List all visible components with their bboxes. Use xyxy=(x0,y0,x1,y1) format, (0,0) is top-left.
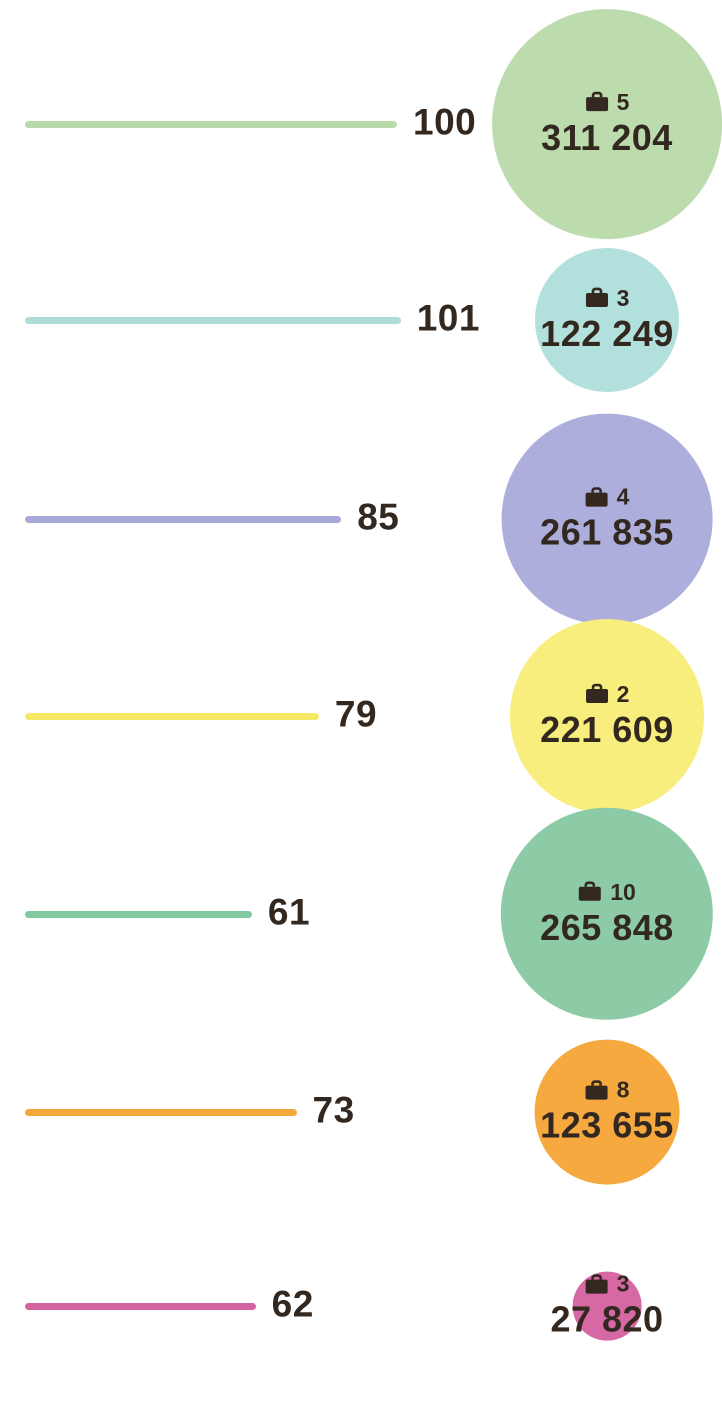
bubble-count: 4 xyxy=(616,483,630,510)
bubble-count: 2 xyxy=(616,680,630,707)
bar-value-label: 79 xyxy=(334,693,378,735)
bubble: 8 123 655 xyxy=(534,1039,680,1185)
bubble-count-row: 3 xyxy=(585,284,630,311)
bar-value-label: 61 xyxy=(267,891,311,933)
bubble-value: 261 835 xyxy=(540,511,674,553)
bar-value-label: 101 xyxy=(416,297,480,339)
bubble-value: 123 655 xyxy=(540,1104,674,1146)
bubble: 2 221 609 xyxy=(510,619,704,813)
bubble: 3 27 820 xyxy=(550,1270,663,1341)
bar xyxy=(25,120,397,128)
bubble-value: 311 204 xyxy=(541,116,673,158)
briefcase-icon xyxy=(585,486,608,507)
bubble-count-row: 3 xyxy=(585,1270,630,1297)
bar xyxy=(25,515,342,523)
bubble-count: 3 xyxy=(616,1270,630,1297)
bar xyxy=(25,910,252,918)
bubble-value: 221 609 xyxy=(540,708,674,750)
bar xyxy=(25,1302,256,1310)
briefcase-icon xyxy=(579,881,602,902)
bubble: 5 311 204 xyxy=(492,9,722,239)
bar-value-label: 85 xyxy=(357,496,400,538)
bubble-count: 8 xyxy=(616,1076,630,1103)
bubble-count: 10 xyxy=(610,878,636,905)
bubble-count: 5 xyxy=(616,88,630,115)
bar xyxy=(25,712,319,720)
bar xyxy=(25,1108,297,1116)
bubble-count-row: 4 xyxy=(585,483,630,510)
bubble-value: 27 820 xyxy=(550,1298,664,1340)
bubble-count-row: 8 xyxy=(585,1076,630,1103)
bubble: 4 261 835 xyxy=(501,413,713,625)
briefcase-icon xyxy=(585,287,608,308)
bubble: 10 265 848 xyxy=(500,807,714,1021)
bar-value-label: 100 xyxy=(413,101,477,143)
bar-value-label: 62 xyxy=(271,1283,314,1325)
bubble-count: 3 xyxy=(616,284,630,311)
bubble: 3 122 249 xyxy=(534,247,680,393)
bubble-value: 265 848 xyxy=(540,906,674,948)
briefcase-icon xyxy=(585,1079,608,1100)
bubble-value: 122 249 xyxy=(540,312,674,354)
bubble-count-row: 10 xyxy=(578,878,636,905)
bar-value-label: 73 xyxy=(312,1089,355,1131)
bubble-count-row: 2 xyxy=(585,680,630,707)
bubble-count-row: 5 xyxy=(585,88,630,115)
briefcase-icon xyxy=(585,683,608,704)
briefcase-icon xyxy=(585,91,608,112)
bar xyxy=(25,316,401,324)
briefcase-icon xyxy=(585,1273,608,1294)
